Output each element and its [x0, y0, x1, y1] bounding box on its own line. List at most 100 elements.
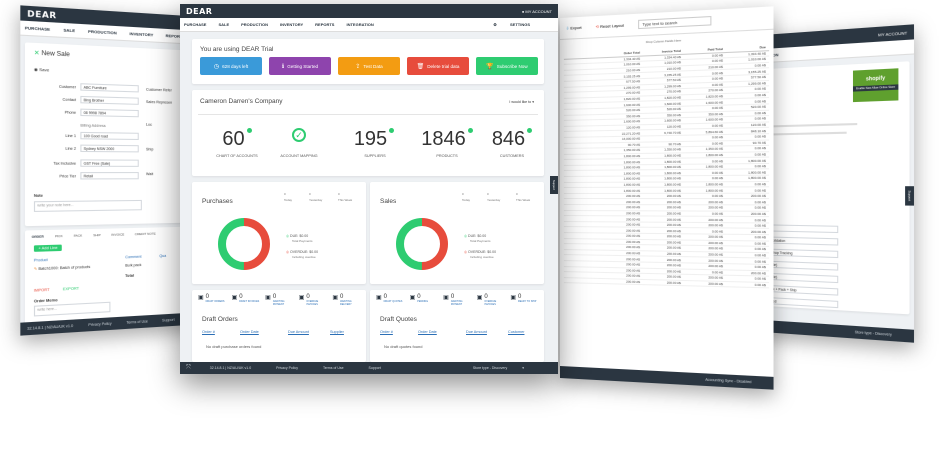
info-icon: ℹ: [281, 63, 285, 70]
reset-layout-link[interactable]: ⟲ Reset Layout: [595, 22, 624, 30]
sale-counter[interactable]: ▣ 0 PENDING: [410, 294, 438, 306]
left-nav-inventory[interactable]: INVENTORY: [129, 30, 154, 38]
purchases-donut[interactable]: [216, 216, 272, 272]
nav-purchase[interactable]: PURCHASE: [184, 22, 207, 27]
add-line-button[interactable]: + Add Line: [33, 244, 62, 252]
tax-field[interactable]: GST Free (Sale): [80, 159, 139, 167]
suppliers-value[interactable]: 195: [344, 128, 404, 151]
po-col-supplier[interactable]: Supplier: [330, 330, 344, 334]
test-data-button[interactable]: ⇪ Test Data: [338, 57, 400, 75]
right-account[interactable]: MY ACCOUNT: [878, 29, 908, 37]
phone-field[interactable]: 08 9998 7894: [80, 108, 139, 118]
support-tab[interactable]: Support: [550, 176, 558, 194]
delete-trial-data-button[interactable]: 🗑 Delete trial data: [407, 57, 469, 75]
order-memo-input[interactable]: write here...: [33, 301, 111, 317]
sale-counter[interactable]: ▣ 0 DRAFT QUOTES: [376, 294, 404, 306]
table-cell: 0.00 A$: [711, 105, 723, 111]
search-input[interactable]: Type text to search: [638, 15, 712, 30]
tab-order[interactable]: ORDER: [31, 234, 44, 239]
sale-counter[interactable]: ▣ 0 READY TO SHIP: [510, 294, 538, 306]
po-col-date[interactable]: Order Date: [240, 330, 259, 334]
left-nav-sale[interactable]: SALE: [63, 27, 76, 34]
purchase-counter[interactable]: ▣ 0 DRAFT INVOICES: [232, 294, 260, 306]
sale-counters: ▣ 0 DRAFT QUOTES ▣ 0 PENDING ▣ 0 AWAITING PAYMEN…: [376, 294, 538, 306]
customers-value[interactable]: 846: [482, 128, 542, 151]
sale-counter-body: 0 READY TO SHIP: [518, 294, 538, 303]
left-nav-purchase[interactable]: PURCHASE: [24, 25, 51, 32]
tab-credit-note[interactable]: CREDIT NOTE: [134, 231, 156, 237]
left-footer-support[interactable]: Support: [162, 317, 175, 323]
edit-icon[interactable]: ✎: [33, 266, 38, 272]
nav-production[interactable]: PRODUCTION: [241, 22, 269, 27]
products-value[interactable]: 1846: [412, 128, 482, 151]
days-left-button[interactable]: ◷ 628 days left: [200, 57, 262, 75]
customer-field[interactable]: ABC Furniture: [80, 83, 139, 93]
table-cell: 200.00 A$: [626, 239, 640, 244]
sale-counter[interactable]: ▣ 0 OVERDUE INVOICES: [477, 294, 505, 306]
purchase-counter[interactable]: ▣ 0 OVERDUE INVOICES: [299, 294, 327, 306]
footer-privacy[interactable]: Privacy Policy: [276, 365, 298, 370]
footer-support[interactable]: Support: [368, 365, 381, 370]
left-footer-terms[interactable]: Terms of Use: [126, 319, 148, 325]
table-cell: 1,299.00 A$: [623, 85, 640, 90]
tab-invoice[interactable]: INVOICE: [111, 232, 125, 237]
chart-of-accounts-value[interactable]: 60: [212, 128, 262, 151]
i-would-like-to-dropdown[interactable]: I would like to ▾: [509, 100, 534, 104]
nav-sale[interactable]: SALE: [218, 22, 230, 27]
sq-col-due[interactable]: Due Amount: [466, 330, 487, 334]
trial-title: You are using DEAR Trial: [200, 46, 274, 53]
note-input[interactable]: write your note here...: [33, 199, 142, 212]
table-cell: 1,820.00 A$: [705, 94, 723, 99]
purchase-counter[interactable]: ▣ 0 AWAITING PAYMENT: [265, 294, 293, 306]
settings-link[interactable]: ⚙ SETTINGS: [493, 22, 530, 27]
tab-pick[interactable]: PICK: [54, 233, 63, 239]
account-mapping-check-icon[interactable]: ✓: [292, 128, 306, 142]
po-col-due[interactable]: Due Amount: [288, 330, 309, 334]
nav-reports[interactable]: REPORTS: [315, 22, 335, 27]
price-tier-field[interactable]: Retail: [80, 172, 139, 180]
tab-ship[interactable]: SHIP: [93, 232, 101, 238]
table-cell: [564, 128, 603, 129]
line-product: ✎ Batch1000: Batch of products: [33, 264, 91, 272]
import-button[interactable]: IMPORT: [33, 287, 50, 293]
table-cell: 200.00 A$: [666, 193, 681, 199]
subscribe-now-button[interactable]: 🏆 Subscribe Now: [476, 57, 538, 75]
export-link[interactable]: ⇩ Export: [565, 24, 582, 31]
purchase-counter[interactable]: ▣ 0 DRAFT ORDERS: [198, 294, 226, 306]
line1-field[interactable]: 100 Good road: [80, 131, 139, 141]
sale-counter-label: OVERDUE INVOICES: [484, 300, 497, 306]
expand-icon[interactable]: ⤧: [186, 364, 191, 371]
sale-counter[interactable]: ▣ 0 AWAITING PAYMENT: [443, 294, 471, 306]
shopify-badge[interactable]: shopify Enable Now Allow Online Store: [852, 68, 899, 103]
table-cell: 350.00 A$: [666, 112, 681, 118]
suppliers-label: SUPPLIERS: [364, 154, 386, 158]
sales-card: Sales 0 Today 0 Yesterday 0 This Week ◎ …: [370, 182, 544, 284]
my-account-link[interactable]: ● MY ACCOUNT: [521, 8, 552, 14]
footer-terms[interactable]: Terms of Use: [322, 365, 344, 370]
sq-col-order[interactable]: Order #: [380, 330, 393, 334]
nav-inventory[interactable]: INVENTORY: [280, 22, 304, 27]
table-cell: 0.00 A$: [754, 152, 766, 157]
left-nav-production[interactable]: PRODUCTION: [88, 28, 117, 36]
store-type[interactable]: Store type - Discovery ▾: [472, 366, 524, 370]
sales-donut[interactable]: [394, 216, 450, 272]
po-col-order[interactable]: Order #: [202, 330, 215, 334]
table-cell: [564, 111, 603, 112]
purchase-counter-icon: ▣: [231, 295, 238, 301]
export-button[interactable]: EXPORT: [62, 286, 79, 292]
purchases-today: Today: [284, 198, 293, 202]
left-footer-privacy[interactable]: Privacy Policy: [88, 321, 112, 328]
sq-col-date[interactable]: Order Date: [418, 330, 437, 334]
tab-pack[interactable]: PACK: [73, 233, 83, 238]
save-button[interactable]: ◉ Save: [33, 66, 50, 73]
purchases-due-label: Total Payments: [292, 239, 313, 243]
right-support-tab[interactable]: Support: [905, 186, 915, 206]
nav-integration[interactable]: INTEGRATION: [346, 22, 374, 27]
line2-field[interactable]: Sydney NSW 2000: [80, 144, 139, 153]
purchase-counter-label: DRAFT ORDERS: [205, 300, 225, 303]
contact-field[interactable]: Bing Brother: [80, 95, 139, 105]
getting-started-button[interactable]: ℹ Getting Started: [269, 57, 331, 75]
main-logo[interactable]: DEAR: [186, 6, 213, 16]
purchase-counter[interactable]: ▣ 0 AWAITING DELIVERY: [332, 294, 360, 306]
sq-col-customer[interactable]: Customer: [508, 330, 525, 334]
